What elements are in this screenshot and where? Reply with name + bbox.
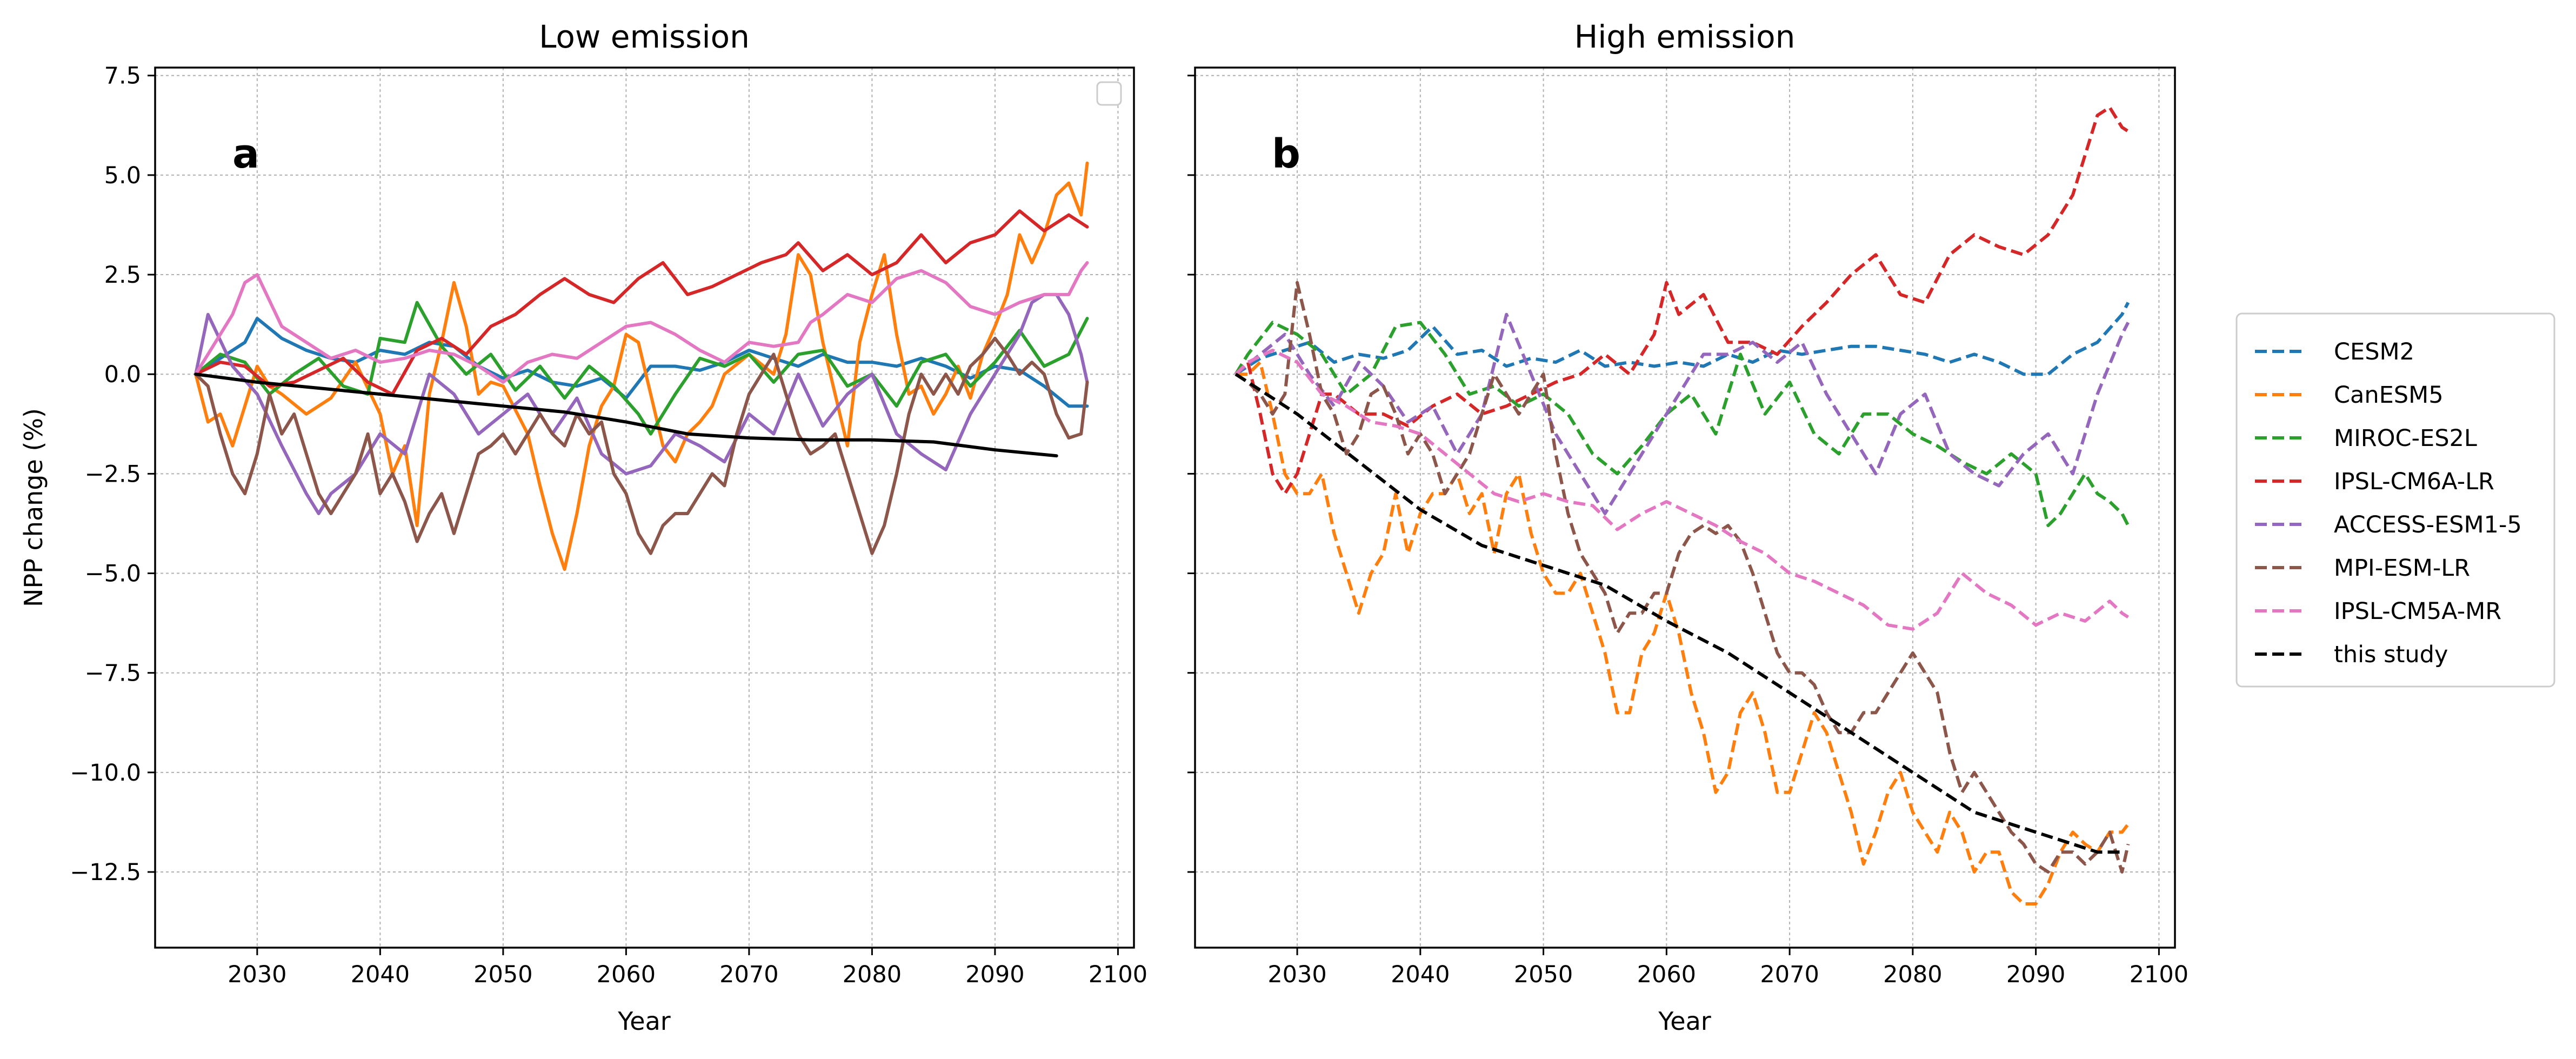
- legend-label-mpi-esm-lr: MPI-ESM-LR: [2334, 555, 2470, 582]
- y-tick-label: −5.0: [85, 561, 141, 588]
- x-tick-label: 2050: [1514, 961, 1573, 988]
- series-line-cesm2-panel-a: [194, 317, 1089, 408]
- legend-label-ipsl-cm6a-lr: IPSL-CM6A-LR: [2334, 468, 2494, 495]
- series-line-mpi-esm-lr-panel-b: [1234, 281, 2130, 874]
- panel-a-axes-frame: [154, 66, 1135, 949]
- panel-a-x-ticks: 2030 2040 2050 2060 2070 2080 2090 2100: [228, 948, 1147, 988]
- x-tick-label: 2060: [1637, 961, 1696, 988]
- panel-b-title: High emission: [1574, 18, 1796, 55]
- panel-b-grid: [1195, 68, 2175, 948]
- y-tick-label: −10.0: [70, 760, 141, 787]
- y-tick-label: 7.5: [104, 63, 141, 90]
- x-tick-label: 2050: [473, 961, 532, 988]
- panel-b-label: b: [1272, 131, 1300, 177]
- series-line-this-study-panel-a: [194, 372, 1058, 458]
- panel-a-title: Low emission: [539, 18, 750, 55]
- panel-b-plot-area: [1234, 105, 2130, 905]
- legend-label-cesm2: CESM2: [2334, 338, 2414, 365]
- panel-b: 2030 2040 2050 2060 2070 2080 2090 2100 High em…: [1187, 18, 2188, 1036]
- x-tick-label: 2100: [1089, 961, 1147, 988]
- series-line-miroc-es2l-panel-a: [194, 301, 1089, 436]
- panel-a: 2030 2040 2050 2060 2070 2080 2090 2100 7.5 5.0 2…: [19, 18, 1147, 1036]
- x-tick-label: 2070: [1760, 961, 1819, 988]
- legend-label-access-esm1-5: ACCESS-ESM1-5: [2334, 511, 2522, 538]
- x-tick-label: 2080: [843, 961, 902, 988]
- x-tick-label: 2090: [965, 961, 1024, 988]
- panel-a-empty-legend-box: [1096, 81, 1122, 106]
- legend-label-miroc-es2l: MIROC-ES2L: [2334, 425, 2477, 452]
- series-line-access-esm1-5-panel-a: [194, 292, 1089, 515]
- panel-a-plot-area: [194, 161, 1089, 571]
- x-tick-label: 2100: [2130, 961, 2188, 988]
- x-tick-label: 2060: [597, 961, 656, 988]
- series-line-ipsl-cm6a-lr-panel-a: [194, 209, 1089, 396]
- x-tick-label: 2040: [1391, 961, 1450, 988]
- y-tick-label: −7.5: [85, 660, 141, 687]
- series-line-canesm5-panel-b: [1236, 361, 2130, 905]
- series-line-canesm5-panel-a: [194, 161, 1089, 571]
- y-axis-label: NPP change (%): [19, 408, 48, 607]
- y-tick-label: −2.5: [85, 461, 141, 488]
- x-tick-label: 2080: [1883, 961, 1942, 988]
- legend-label-this-study: this study: [2334, 641, 2448, 668]
- series-line-ipsl-cm5a-mr-panel-a: [194, 261, 1089, 384]
- panel-a-x-axis-label: Year: [617, 1007, 670, 1036]
- legend-items: CESM2 CanESM5 MIROC-ES2L IPSL-CM6A-LR ACCESS…: [2255, 338, 2522, 668]
- x-tick-label: 2030: [1267, 961, 1326, 988]
- series-line-miroc-es2l-panel-b: [1234, 321, 2130, 528]
- legend-label-canesm5: CanESM5: [2334, 382, 2444, 409]
- y-tick-label: −12.5: [70, 859, 141, 886]
- y-tick-label: 5.0: [104, 162, 141, 189]
- legend: CESM2 CanESM5 MIROC-ES2L IPSL-CM6A-LR ACCESS…: [2235, 312, 2555, 688]
- series-line-ipsl-cm6a-lr-panel-b: [1234, 105, 2130, 496]
- panel-b-y-ticks: [1187, 75, 1195, 873]
- x-tick-label: 2040: [351, 961, 410, 988]
- legend-frame: [2235, 312, 2555, 688]
- panel-b-x-axis-label: Year: [1658, 1007, 1711, 1036]
- series-line-cesm2-panel-b: [1234, 302, 2130, 376]
- x-tick-label: 2070: [719, 961, 778, 988]
- legend-label-ipsl-cm5a-mr: IPSL-CM5A-MR: [2334, 598, 2501, 625]
- panel-b-axes-frame: [1194, 66, 2176, 949]
- y-tick-label: 2.5: [104, 262, 141, 289]
- panel-b-x-ticks: 2030 2040 2050 2060 2070 2080 2090 2100: [1267, 948, 2188, 988]
- series-line-ipsl-cm5a-mr-panel-b: [1234, 349, 2130, 631]
- panel-a-grid: [155, 68, 1134, 948]
- panel-a-label: a: [232, 131, 259, 177]
- panel-a-y-ticks: 7.5 5.0 2.5 0.0 −2.5 −5.0 −7.5 −10.0 −12.5: [70, 63, 155, 886]
- x-tick-label: 2030: [228, 961, 286, 988]
- x-tick-label: 2090: [2006, 961, 2065, 988]
- y-tick-label: 0.0: [104, 361, 141, 388]
- series-line-mpi-esm-lr-panel-a: [194, 336, 1089, 555]
